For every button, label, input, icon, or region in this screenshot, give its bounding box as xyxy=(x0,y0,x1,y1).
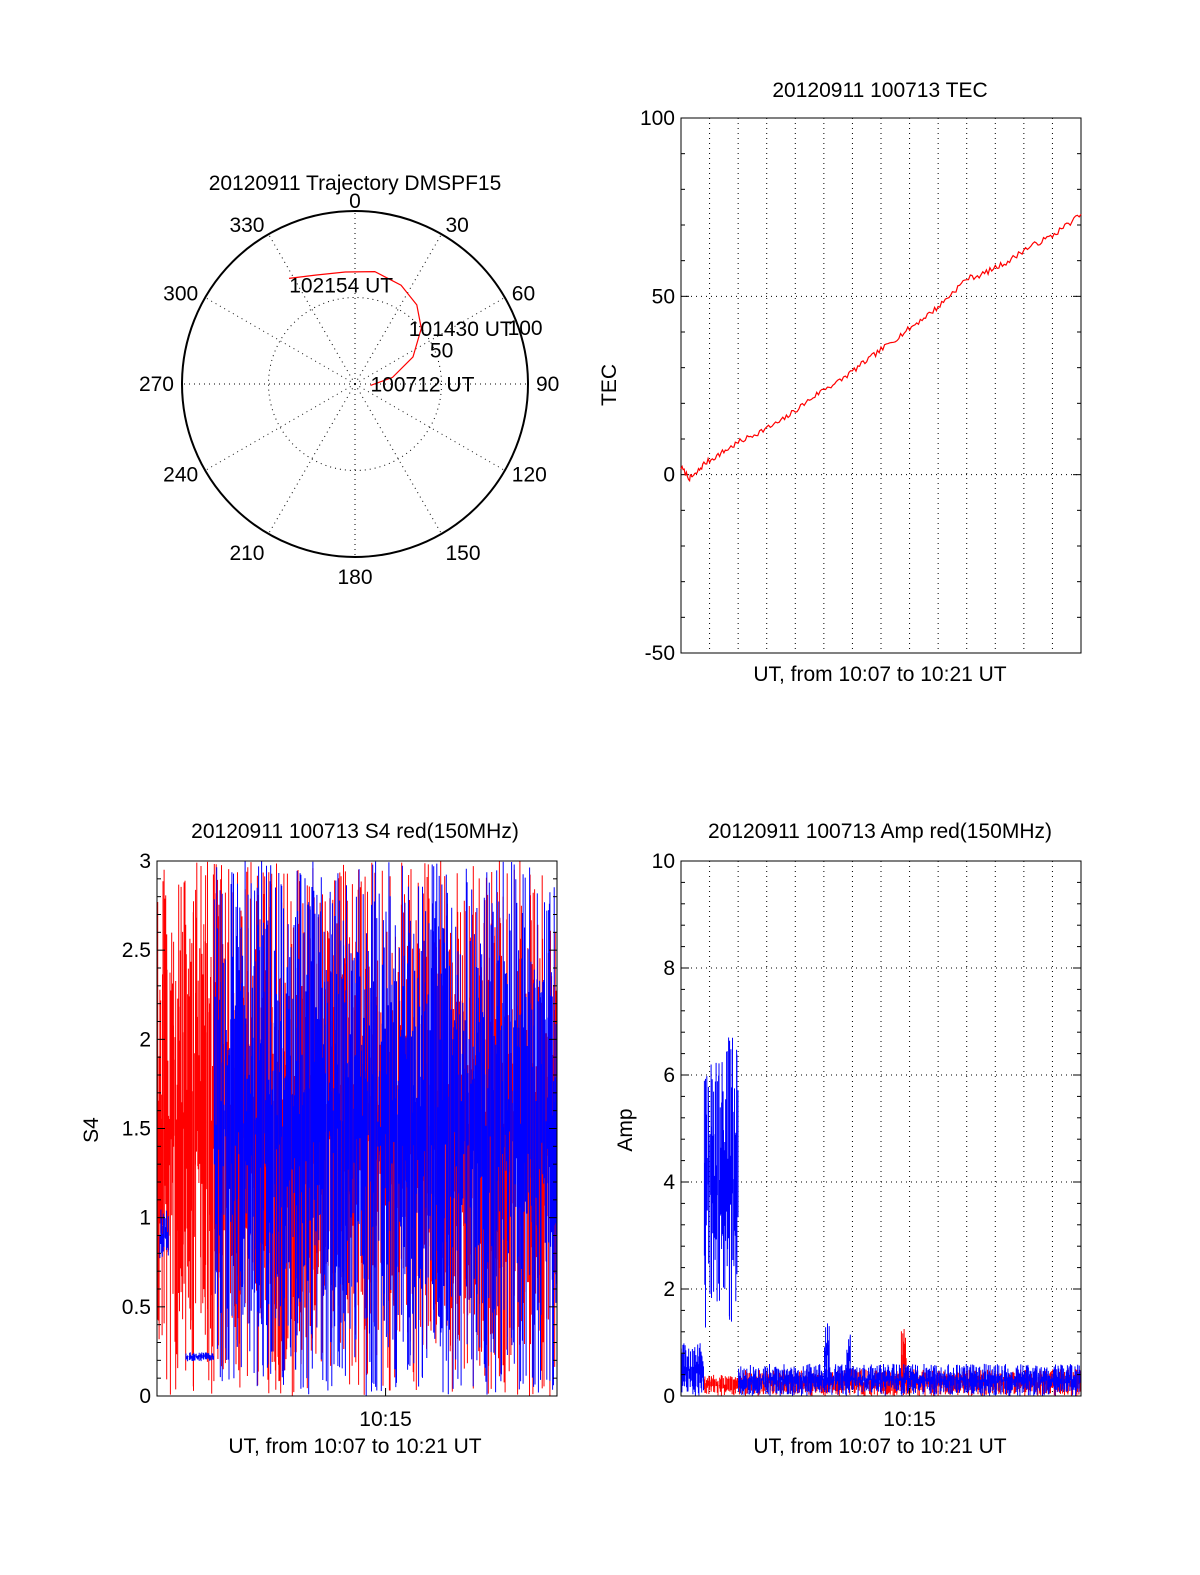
polar-angle-label: 90 xyxy=(536,373,559,396)
amp-blue-trace xyxy=(738,1363,1082,1396)
s4-ytick-label: 1 xyxy=(139,1207,151,1230)
s4-ytick-label: 0 xyxy=(139,1385,151,1408)
trajectory-line xyxy=(288,270,422,386)
polar-radial-label: 100 xyxy=(508,317,543,340)
amp-blue-trace xyxy=(824,1323,830,1383)
amp-xtick-label: 10:15 xyxy=(883,1408,936,1431)
trajectory-title: 20120911 Trajectory DMSPF15 xyxy=(209,172,502,195)
tec-ytick-label: 0 xyxy=(663,464,675,487)
polar-angle-label: 150 xyxy=(446,542,481,565)
amp-ytick-label: 6 xyxy=(663,1064,675,1087)
amp-series-marks xyxy=(680,1037,1082,1396)
polar-grid xyxy=(182,211,528,557)
polar-radial-label: 50 xyxy=(430,340,453,363)
polar-angle-label: 210 xyxy=(229,542,264,565)
tec-ytick-label: 50 xyxy=(652,285,675,308)
polar-angle-label: 270 xyxy=(139,373,174,396)
s4-blue-trace xyxy=(185,1352,214,1362)
trajectory-time-label: 101430 UT xyxy=(409,318,513,341)
trajectory-polar-chart: 20120911 Trajectory DMSPF15 0 30 60 90 120 15… xyxy=(139,172,559,589)
tec-ytick-label: 100 xyxy=(640,107,675,130)
tec-title: 20120911 100713 TEC xyxy=(772,79,987,102)
amp-title: 20120911 100713 Amp red(150MHz) xyxy=(708,820,1052,843)
polar-spoke xyxy=(268,233,356,385)
polar-angle-label: 300 xyxy=(163,283,198,306)
amp-ytick-label: 2 xyxy=(663,1278,675,1301)
polar-angle-label: 330 xyxy=(229,214,264,237)
s4-chart: 20120911 100713 S4 red(150MHz) 0 0.5 1 1.5 2… xyxy=(80,820,558,1458)
polar-angle-label: 240 xyxy=(163,464,198,487)
amp-blue-trace xyxy=(680,1343,704,1396)
s4-ylabel: S4 xyxy=(80,1117,103,1143)
amp-blue-trace xyxy=(846,1334,851,1381)
trajectory-time-label: 100712 UT xyxy=(371,373,475,396)
s4-ytick-label: 3 xyxy=(139,850,151,873)
polar-spoke xyxy=(204,297,356,385)
s4-xtick-label: 10:15 xyxy=(359,1408,412,1431)
s4-series-marks xyxy=(156,861,558,1396)
amp-red-trace xyxy=(900,1329,907,1389)
s4-ytick-label: 2 xyxy=(139,1028,151,1051)
s4-ytick-label: 2.5 xyxy=(122,939,151,962)
tec-y-ticks: -50 0 50 100 xyxy=(640,107,1081,665)
amp-xlabel: UT, from 10:07 to 10:21 UT xyxy=(753,1435,1006,1458)
polar-angle-label: 120 xyxy=(512,464,547,487)
polar-angle-label: 180 xyxy=(337,566,372,589)
tec-chart: 20120911 100713 TEC -50 0 50 100 TEC UT, fr… xyxy=(598,79,1082,686)
s4-blue-trace xyxy=(159,1209,169,1259)
amp-ytick-label: 0 xyxy=(663,1385,675,1408)
amp-ylabel: Amp xyxy=(614,1108,637,1151)
amp-blue-trace xyxy=(703,1037,739,1328)
polar-angle-label: 0 xyxy=(349,190,361,213)
tec-ytick-label: -50 xyxy=(645,642,675,665)
amp-ytick-label: 8 xyxy=(663,957,675,980)
s4-red-trace xyxy=(182,880,194,1391)
s4-title: 20120911 100713 S4 red(150MHz) xyxy=(191,820,519,843)
amp-x-ticks: 10:15 xyxy=(883,1388,936,1431)
polar-angle-label: 30 xyxy=(446,214,469,237)
tec-plot-frame xyxy=(680,117,1082,654)
polar-spoke xyxy=(354,233,442,385)
amp-grid xyxy=(681,861,1081,1396)
tec-grid xyxy=(681,118,1081,653)
tec-xlabel: UT, from 10:07 to 10:21 UT xyxy=(753,663,1006,686)
polar-angle-label: 60 xyxy=(512,283,535,306)
s4-red-trace xyxy=(156,869,184,1395)
amp-ytick-label: 10 xyxy=(652,850,675,873)
polar-grid-ring xyxy=(268,297,442,471)
s4-blue-trace xyxy=(213,861,557,1396)
s4-ytick-label: 1.5 xyxy=(122,1118,151,1141)
amp-ytick-label: 4 xyxy=(663,1171,675,1194)
amp-y-ticks: 0 2 4 6 8 10 xyxy=(652,850,1081,1408)
s4-x-ticks: 10:15 xyxy=(359,1388,412,1431)
radial-labels: 50 100 xyxy=(430,317,543,362)
s4-xlabel: UT, from 10:07 to 10:21 UT xyxy=(228,1435,481,1458)
trajectory-annotations: 102154 UT 101430 UT 100712 UT xyxy=(289,275,513,397)
tec-series-line xyxy=(680,213,1082,483)
amp-chart: 20120911 100713 Amp red(150MHz) 0246810 … xyxy=(614,820,1082,1458)
polar-spoke xyxy=(204,383,356,471)
trajectory-time-label: 102154 UT xyxy=(289,275,393,298)
s4-ytick-label: 0.5 xyxy=(122,1296,151,1319)
polar-outer-ring xyxy=(181,210,529,558)
amp-plot-frame xyxy=(680,860,1082,1397)
s4-y-ticks: 0 0.5 1 1.5 2 2.5 3 xyxy=(122,850,557,1408)
amp-red-trace xyxy=(703,1374,738,1396)
angle-labels: 0 30 60 90 120 150 180 210 240 270 300 330 xyxy=(139,190,559,589)
tec-ylabel: TEC xyxy=(598,364,621,406)
